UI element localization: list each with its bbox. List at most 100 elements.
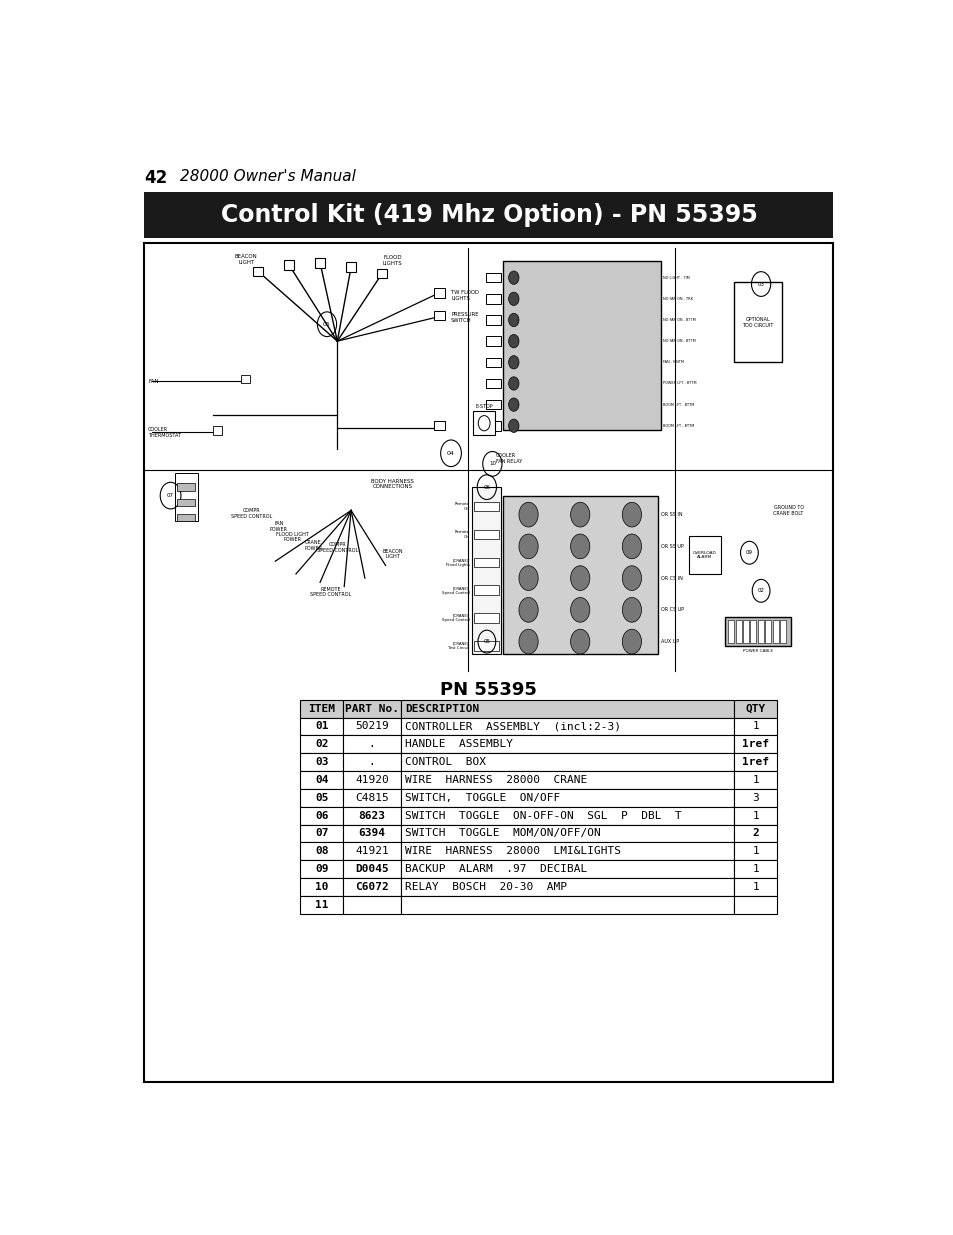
Text: 02: 02: [757, 588, 763, 593]
Circle shape: [621, 598, 640, 622]
Bar: [300, 842, 343, 861]
Bar: [400, 878, 734, 895]
Circle shape: [518, 598, 537, 622]
Text: CRANE
POWER: CRANE POWER: [304, 540, 322, 551]
Text: 1: 1: [752, 864, 759, 874]
Bar: [486, 336, 500, 346]
Bar: [300, 806, 343, 825]
Bar: [177, 499, 195, 506]
Text: Remote
On: Remote On: [454, 530, 469, 538]
Bar: [400, 735, 734, 753]
Text: PN 55395: PN 55395: [440, 680, 537, 699]
Text: OPTIONAL
TOO CIRCUIT: OPTIONAL TOO CIRCUIT: [741, 316, 773, 327]
Circle shape: [570, 630, 589, 655]
Bar: [471, 487, 500, 655]
Circle shape: [508, 314, 518, 326]
Bar: [486, 294, 500, 304]
Bar: [764, 620, 770, 643]
Bar: [772, 620, 778, 643]
Text: COMPR
SPEED CONTROL: COMPR SPEED CONTROL: [231, 509, 272, 519]
Bar: [502, 261, 660, 430]
Bar: [343, 718, 400, 735]
Bar: [400, 771, 734, 789]
Text: 10: 10: [488, 462, 496, 467]
Text: Remote
Off: Remote Off: [454, 503, 469, 511]
Text: 1: 1: [752, 776, 759, 785]
Text: C6072: C6072: [355, 882, 389, 892]
Text: TW FLOOD
LIGHTS: TW FLOOD LIGHTS: [451, 290, 478, 301]
Bar: [343, 753, 400, 771]
Bar: [300, 753, 343, 771]
Bar: [314, 258, 325, 268]
Bar: [734, 735, 777, 753]
Bar: [346, 262, 355, 272]
Text: BOOM LFT - BTTM: BOOM LFT - BTTM: [662, 424, 693, 427]
Bar: [502, 495, 657, 655]
Text: 1: 1: [752, 721, 759, 731]
Text: 1: 1: [752, 882, 759, 892]
Bar: [734, 842, 777, 861]
Bar: [724, 618, 790, 646]
Text: FAN
POWER: FAN POWER: [270, 521, 288, 532]
Text: .: .: [368, 757, 375, 767]
Bar: [343, 895, 400, 914]
Bar: [343, 771, 400, 789]
Circle shape: [518, 566, 537, 590]
Text: REMOTE
SPEED CONTROL: REMOTE SPEED CONTROL: [310, 587, 351, 598]
Text: WIRE  HARNESS  28000  LMI&LIGHTS: WIRE HARNESS 28000 LMI&LIGHTS: [404, 846, 620, 856]
Bar: [734, 700, 777, 718]
Text: BEACON
LIGHT: BEACON LIGHT: [382, 548, 402, 559]
Bar: [300, 771, 343, 789]
Bar: [284, 261, 294, 269]
Text: 1ref: 1ref: [741, 740, 768, 750]
Text: Control Kit (419 Mhz Option) - PN 55395: Control Kit (419 Mhz Option) - PN 55395: [220, 203, 757, 227]
Bar: [300, 700, 343, 718]
Text: [CRANE]
Speed Control: [CRANE] Speed Control: [441, 585, 469, 594]
Bar: [175, 473, 197, 521]
Circle shape: [621, 566, 640, 590]
Bar: [735, 620, 740, 643]
Bar: [734, 878, 777, 895]
Text: BOOM LFT - BTTM: BOOM LFT - BTTM: [662, 403, 693, 406]
Text: OVERLOAD
ALARM: OVERLOAD ALARM: [693, 551, 716, 559]
Text: .: .: [368, 740, 375, 750]
Text: OR CS UP: OR CS UP: [660, 608, 683, 613]
Text: GROUND TO
CRANE BOLT: GROUND TO CRANE BOLT: [773, 505, 803, 516]
Circle shape: [508, 293, 518, 305]
Text: FLOOD LIGHT
POWER: FLOOD LIGHT POWER: [275, 531, 309, 542]
Circle shape: [621, 503, 640, 527]
Bar: [734, 806, 777, 825]
Bar: [734, 789, 777, 806]
Circle shape: [570, 503, 589, 527]
Bar: [300, 735, 343, 753]
Bar: [343, 735, 400, 753]
Text: 05: 05: [314, 793, 328, 803]
Text: 05: 05: [323, 322, 331, 327]
Bar: [343, 878, 400, 895]
Bar: [253, 267, 263, 277]
Text: NO FAR ON - TRK: NO FAR ON - TRK: [662, 296, 692, 301]
Text: 02: 02: [314, 740, 328, 750]
Bar: [474, 614, 498, 622]
Text: COOLER
FAN RELAY: COOLER FAN RELAY: [496, 453, 521, 464]
Bar: [734, 861, 777, 878]
Circle shape: [508, 377, 518, 390]
Circle shape: [621, 534, 640, 558]
Circle shape: [508, 356, 518, 369]
Text: 28000 Owner's Manual: 28000 Owner's Manual: [180, 169, 355, 184]
Text: 06: 06: [314, 810, 328, 820]
Text: 06: 06: [483, 484, 490, 489]
Text: E-STOP: E-STOP: [475, 404, 493, 410]
Circle shape: [518, 534, 537, 558]
Bar: [400, 700, 734, 718]
Text: COOLER
THERMOSTAT: COOLER THERMOSTAT: [148, 427, 181, 437]
Text: C4815: C4815: [355, 793, 389, 803]
Text: 09: 09: [314, 864, 328, 874]
Text: 04: 04: [447, 451, 455, 456]
Bar: [486, 315, 500, 325]
Text: PRESSURE
SWITCH: PRESSURE SWITCH: [451, 312, 478, 324]
Bar: [474, 530, 498, 540]
Circle shape: [508, 398, 518, 411]
Bar: [727, 620, 734, 643]
Text: 08: 08: [314, 846, 328, 856]
